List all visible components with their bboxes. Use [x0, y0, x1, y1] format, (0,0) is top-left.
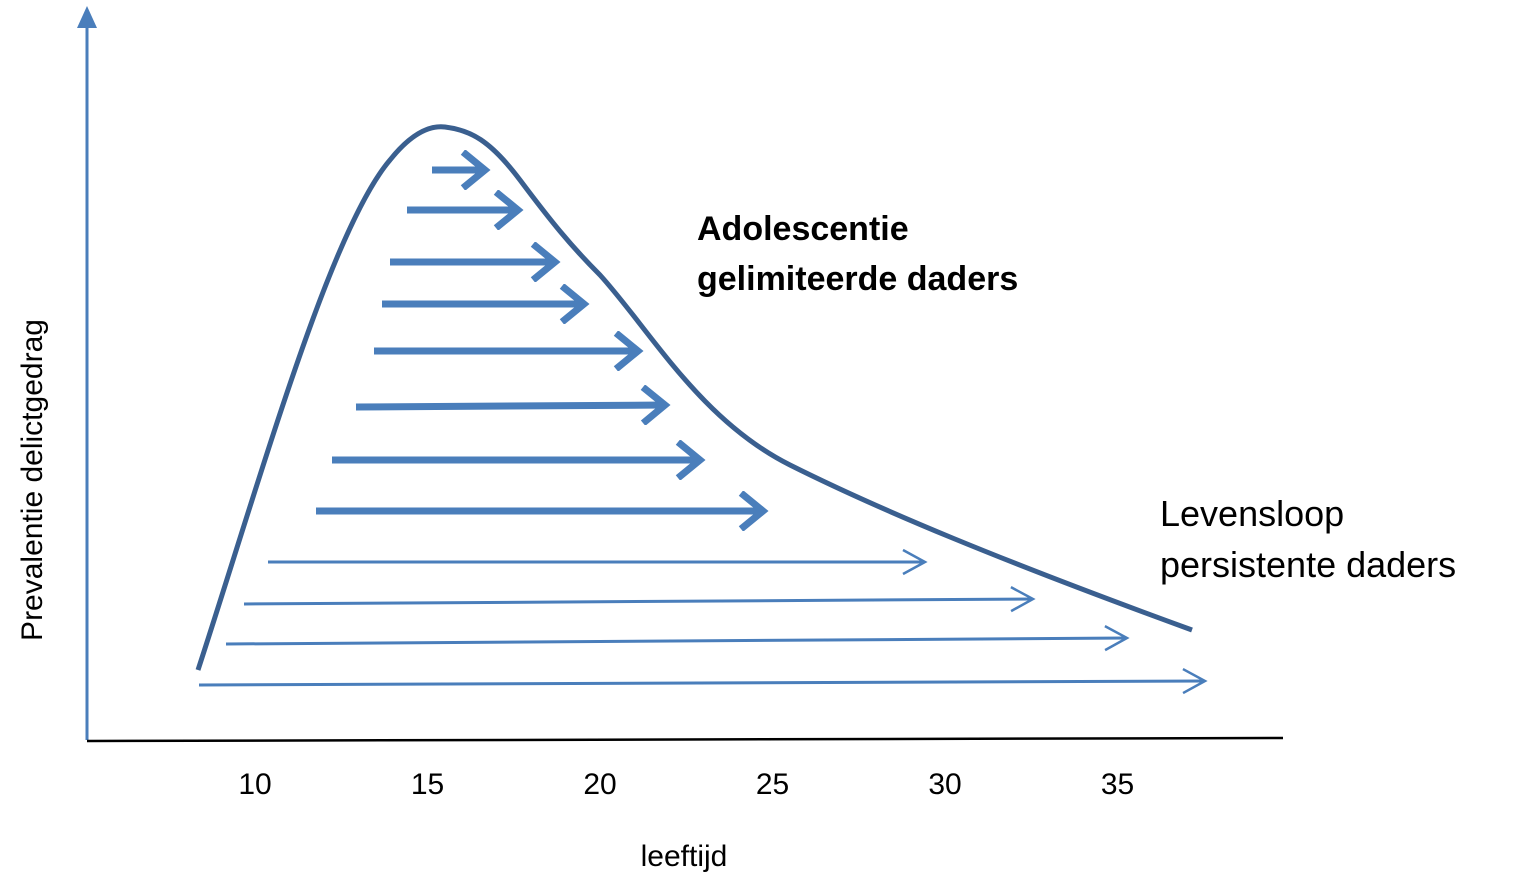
x-tick-label: 20: [583, 768, 616, 801]
arrow: [355, 405, 665, 407]
annotation-line: Adolescentie: [697, 210, 909, 248]
x-tick-label: 30: [928, 768, 961, 801]
arrow: [198, 667, 1208, 695]
annotation-line: persistente daders: [1160, 544, 1456, 585]
annotation-line: Levensloop: [1160, 493, 1344, 534]
x-tick-label: 35: [1101, 768, 1134, 801]
x-tick-label: 10: [238, 768, 271, 801]
y-axis-label: Prevalentie delictgedrag: [16, 319, 49, 641]
arrow: [225, 625, 1130, 652]
x-axis-label: leeftijd: [641, 840, 728, 873]
persistent-arrows: [198, 548, 1208, 695]
y-axis-arrowhead: [77, 6, 97, 28]
arrow: [243, 586, 1036, 613]
annotation-line: gelimiteerde daders: [697, 260, 1018, 298]
x-axis: [86, 736, 1284, 743]
x-tick-label: 25: [756, 768, 789, 801]
adolescent-arrows: [316, 170, 763, 511]
x-tick-label: 15: [411, 768, 444, 801]
prevalence-curve: [195, 124, 1193, 671]
